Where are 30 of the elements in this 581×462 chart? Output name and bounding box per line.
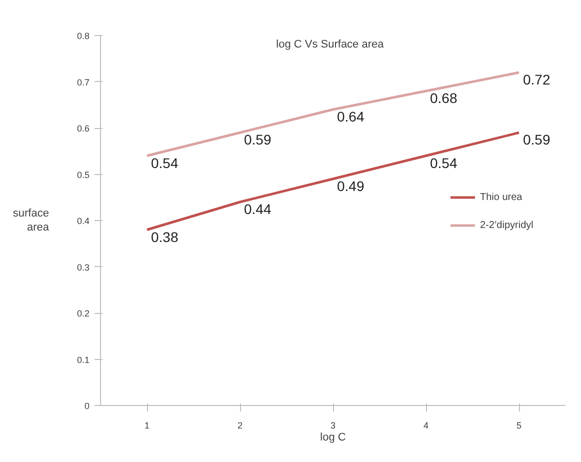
- y-tick-label: 0.1: [76, 354, 90, 365]
- data-label: 0.64: [337, 108, 364, 124]
- data-label: 0.54: [430, 154, 458, 171]
- data-label: 0.38: [151, 228, 178, 245]
- data-label: 0.54: [151, 154, 178, 171]
- y-tick-label: 0.5: [76, 170, 90, 180]
- x-tick-label: 4: [423, 420, 429, 430]
- y-axis-title: surface area: [12, 207, 50, 234]
- y-tick-label: 0.2: [76, 308, 90, 318]
- data-label: 0.72: [523, 72, 550, 88]
- data-label: 0.59: [523, 132, 550, 148]
- x-tick-label: 1: [144, 420, 150, 430]
- y-tick-label: 0: [84, 401, 90, 411]
- y-tick-label: 0.7: [76, 77, 90, 88]
- data-label: 0.44: [244, 201, 272, 217]
- data-label: 0.68: [430, 90, 458, 106]
- legend-label: 2-2’dipyridyl: [480, 220, 534, 230]
- data-label: 0.59: [244, 132, 272, 148]
- y-tick-label: 0.8: [76, 31, 90, 41]
- chart-title: log C Vs Surface area: [276, 38, 385, 50]
- y-tick-label: 0.4: [76, 216, 90, 226]
- line-series: [146, 71, 520, 157]
- y-tick-label: 0.6: [76, 124, 90, 134]
- y-tick-label: 0.3: [76, 262, 90, 272]
- x-axis-title: log C: [320, 432, 346, 444]
- x-tick-label: 2: [237, 420, 243, 430]
- legend-label: Thio urea: [480, 192, 522, 202]
- data-label: 0.49: [337, 178, 364, 194]
- x-tick-label: 3: [330, 420, 336, 430]
- x-tick-label: 5: [516, 420, 522, 430]
